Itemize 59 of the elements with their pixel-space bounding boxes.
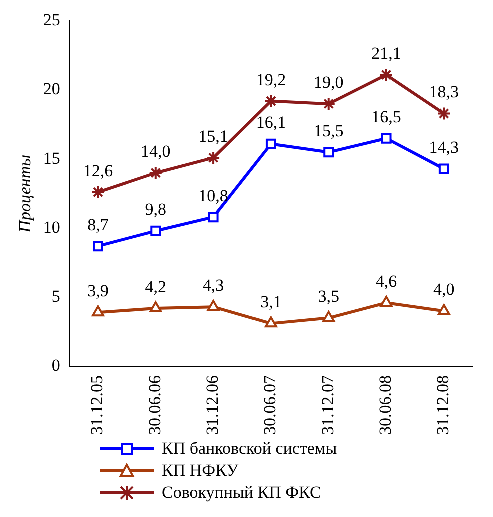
data-label: 12,6 <box>83 161 114 180</box>
x-tick-label: 31.12.07 <box>318 375 338 435</box>
point <box>380 296 393 307</box>
point <box>381 133 392 144</box>
data-label: 19,0 <box>314 73 344 92</box>
data-label: 3,5 <box>318 287 340 306</box>
data-label: 3,9 <box>88 282 109 301</box>
data-label: 15,1 <box>198 126 228 146</box>
data-label: 4,0 <box>434 280 455 300</box>
legend-label: КП банковской системы <box>162 438 338 460</box>
data-label: 4,6 <box>376 272 398 291</box>
data-label: 16,1 <box>256 113 286 132</box>
point <box>380 68 394 82</box>
data-label: 18,3 <box>429 82 460 102</box>
data-label: 15,5 <box>314 121 344 140</box>
point <box>91 185 106 200</box>
data-label: 21,1 <box>372 44 402 64</box>
data-label: 4,2 <box>145 277 167 296</box>
point <box>264 94 278 108</box>
point <box>207 300 220 312</box>
data-label: 16,5 <box>372 108 402 127</box>
legend-label: Совокупный КП ФКС <box>162 482 322 504</box>
point <box>266 138 276 150</box>
point <box>322 311 336 322</box>
point <box>206 150 221 165</box>
point <box>92 306 104 317</box>
x-tick-label: 31.12.08 <box>434 376 453 435</box>
x-tick-label: 30.06.07 <box>260 375 280 435</box>
y-tick-label: 5 <box>52 286 60 306</box>
x-tick-label: 30.06.06 <box>145 376 164 435</box>
point <box>322 97 336 112</box>
point <box>208 212 219 223</box>
x-tick-label: 31.12.05 <box>88 376 107 435</box>
data-label: 4,3 <box>202 276 224 296</box>
data-label: 3,1 <box>260 292 282 312</box>
y-axis-title: Проценты <box>16 154 35 234</box>
y-tick-label: 20 <box>43 80 60 99</box>
y-tick-label: 0 <box>52 356 60 375</box>
data-label: 19,2 <box>256 70 286 90</box>
data-label: 9,8 <box>145 200 167 220</box>
legend-label: КП НФКУ <box>162 460 239 482</box>
point <box>438 304 450 316</box>
x-tick-label: 30.06.08 <box>376 376 395 435</box>
y-tick-label: 25 <box>43 10 60 30</box>
data-label: 10,8 <box>198 186 228 206</box>
data-label: 8,7 <box>88 215 110 234</box>
point <box>150 301 162 312</box>
data-label: 14,3 <box>429 138 460 157</box>
y-tick-label: 10 <box>43 218 60 237</box>
point <box>437 106 452 121</box>
y-tick-label: 15 <box>43 148 60 168</box>
point <box>438 164 450 174</box>
point <box>150 226 162 236</box>
point <box>148 166 163 180</box>
x-tick-label: 31.12.06 <box>203 376 222 435</box>
point <box>92 241 104 252</box>
point <box>265 316 278 328</box>
point <box>324 147 334 158</box>
data-label: 14,0 <box>141 142 171 162</box>
